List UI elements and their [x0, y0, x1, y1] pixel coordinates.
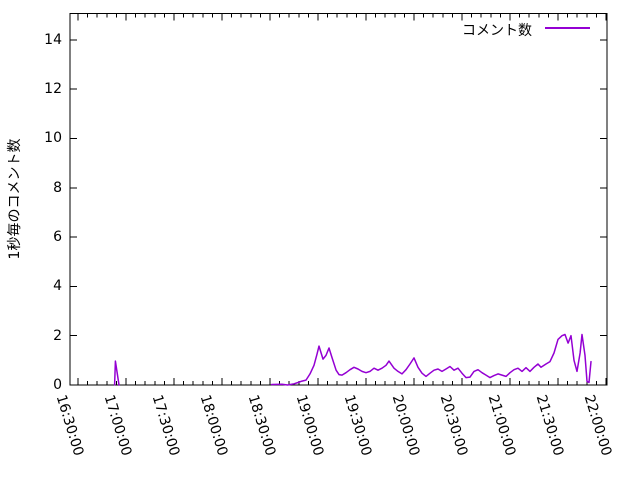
data-line: [113, 360, 120, 386]
y-tick-label: 14: [44, 31, 62, 48]
y-tick-label: 6: [53, 229, 62, 246]
y-tick-label: 4: [53, 278, 62, 295]
legend-series-label: コメント数: [462, 23, 532, 39]
legend: コメント数: [462, 20, 532, 40]
y-tick-label: 2: [53, 327, 62, 344]
y-tick-label: 8: [53, 179, 62, 196]
y-tick-label: 10: [44, 130, 62, 147]
data-line: [270, 333, 592, 386]
y-axis-title: 1秒毎のコメント数: [7, 138, 23, 260]
y-tick-label: 12: [44, 81, 62, 98]
plot-border: [69, 13, 608, 386]
y-tick-label: 0: [53, 377, 62, 393]
